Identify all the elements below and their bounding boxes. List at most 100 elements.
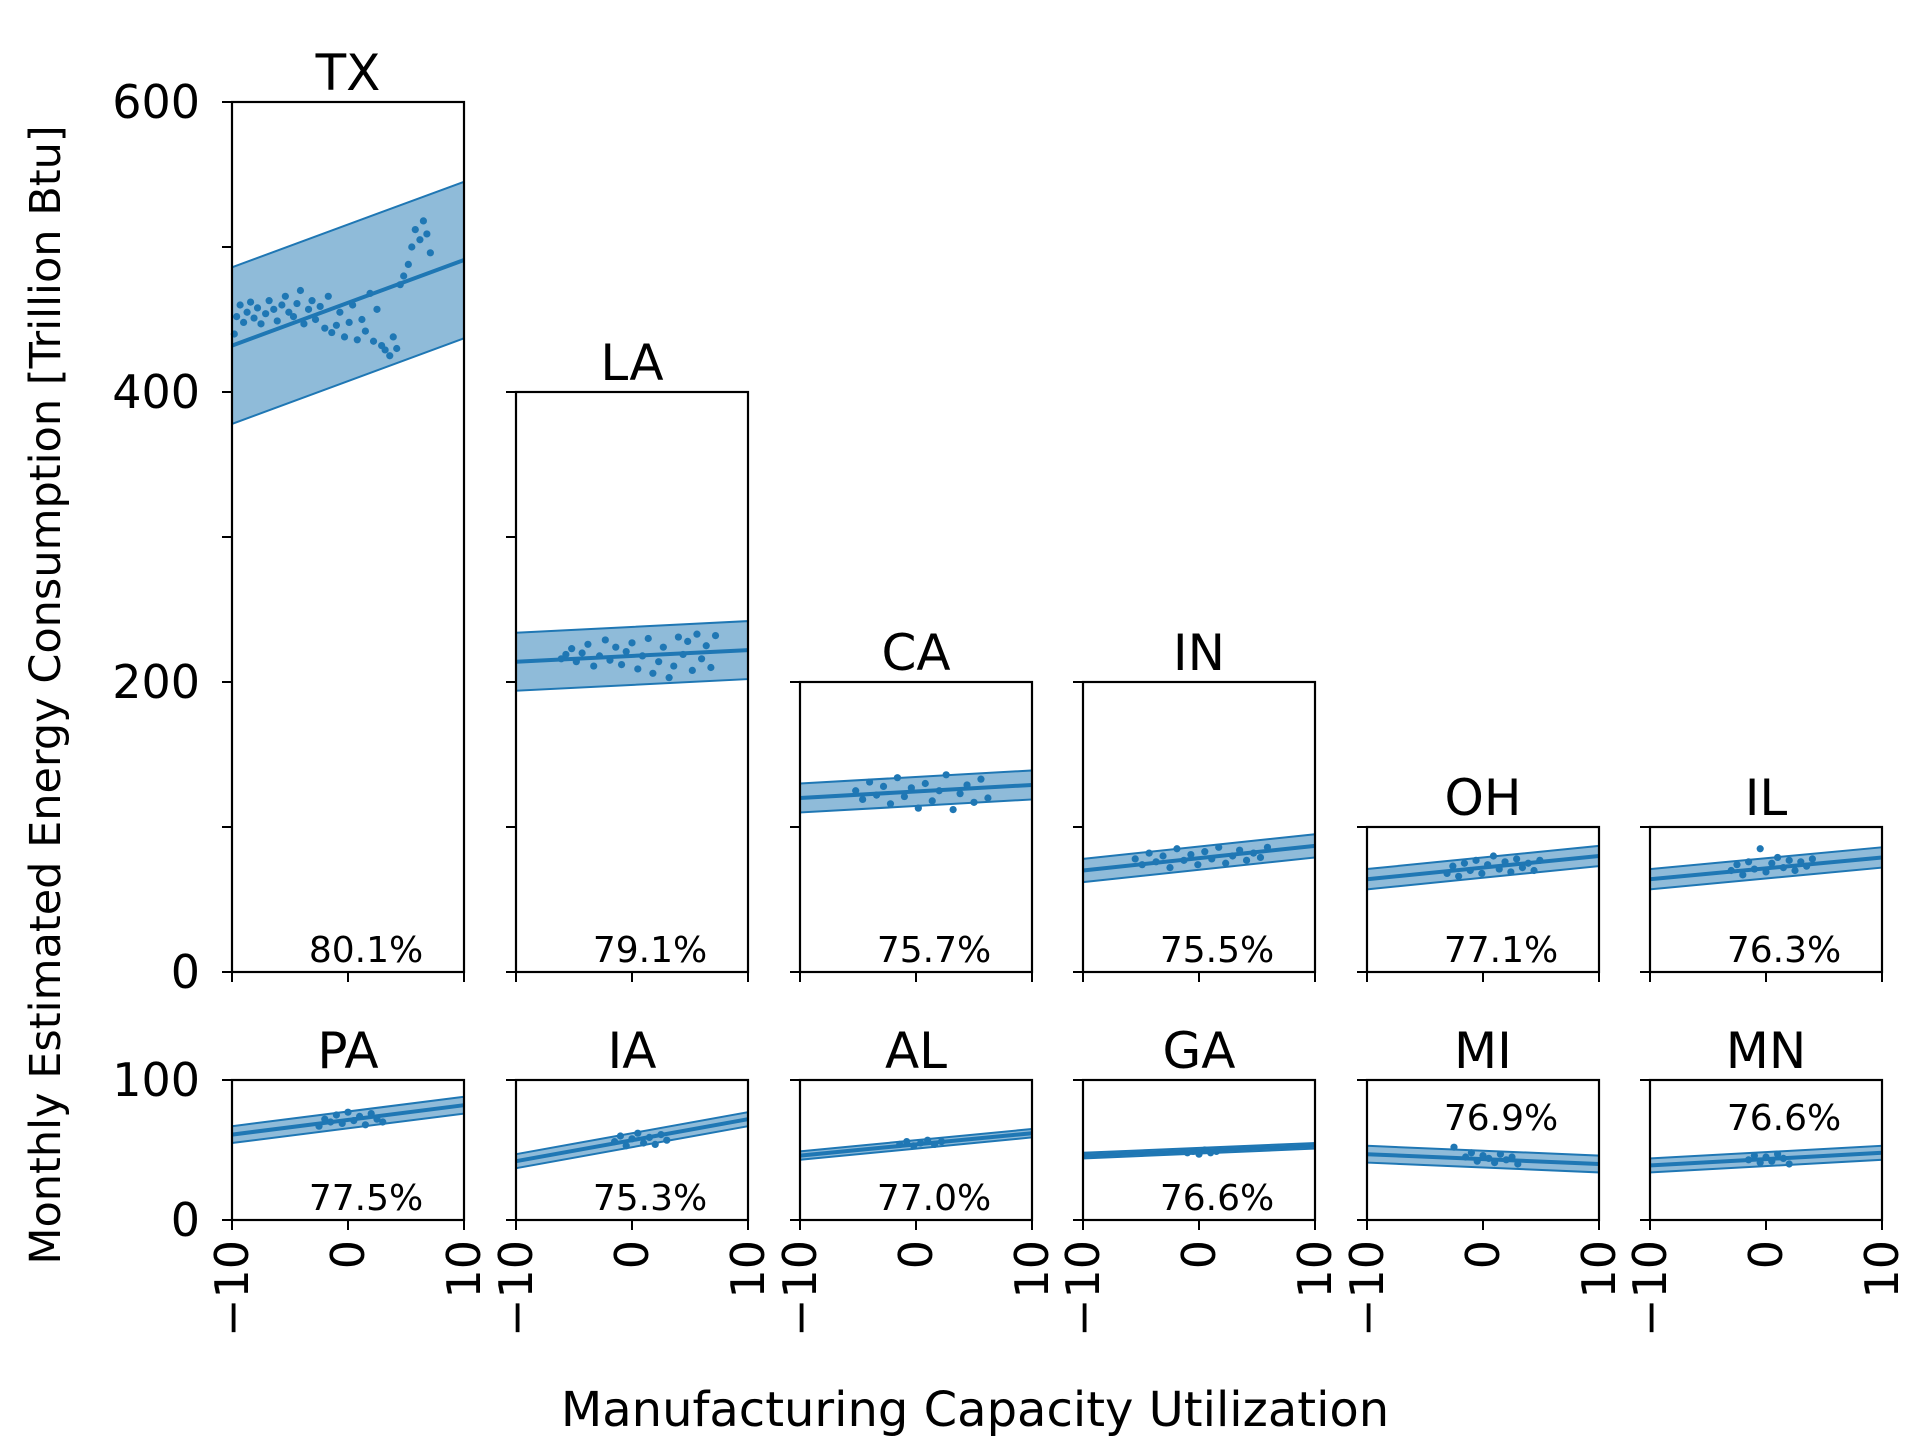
- data-point: [345, 318, 353, 326]
- data-point: [304, 305, 313, 313]
- panel-ia: IA 75.3% −10 0 10: [489, 1022, 775, 1337]
- data-point: [1131, 855, 1139, 863]
- data-point: [1536, 856, 1544, 864]
- x-tick-label: 0: [605, 1240, 659, 1269]
- data-point: [373, 1115, 381, 1123]
- data-point: [1159, 852, 1167, 860]
- data-point: [1508, 1153, 1516, 1161]
- data-point: [1466, 866, 1474, 875]
- data-point: [910, 1142, 918, 1150]
- panel-pa: PA 77.5% −10 0 10: [205, 1022, 491, 1337]
- data-point: [578, 649, 586, 657]
- data-point: [1774, 853, 1782, 862]
- data-point: [698, 655, 706, 663]
- data-point: [419, 217, 427, 225]
- panel-mean-label: 77.0%: [877, 1178, 991, 1219]
- data-point: [1249, 849, 1258, 857]
- data-point: [1803, 862, 1811, 870]
- data-point: [328, 328, 336, 337]
- data-point: [657, 1131, 665, 1139]
- data-point: [281, 292, 289, 300]
- panels-layer: TX 80.1% LA 79.1% CA 75.7% IN 75.5% OH 77.1% IL 76.…: [205, 44, 1909, 1337]
- data-point: [1507, 868, 1515, 876]
- data-point: [1478, 869, 1486, 878]
- data-point: [336, 308, 344, 316]
- data-point: [584, 640, 592, 648]
- data-point: [1774, 1150, 1782, 1158]
- data-point: [367, 1110, 375, 1118]
- data-point: [353, 336, 361, 344]
- data-point: [917, 1139, 925, 1147]
- x-tick-label: −10: [773, 1240, 827, 1337]
- data-point: [240, 318, 248, 326]
- data-point: [416, 236, 424, 244]
- data-point: [963, 781, 971, 789]
- data-point: [321, 1115, 329, 1123]
- x-tick-label: 10: [721, 1240, 775, 1299]
- panel-title: CA: [881, 624, 950, 682]
- data-point: [253, 304, 262, 312]
- x-axis-label: Manufacturing Capacity Utilization: [561, 1382, 1389, 1438]
- panel-mean-label: 76.3%: [1727, 930, 1841, 971]
- data-point: [859, 795, 867, 804]
- data-point: [366, 289, 374, 297]
- data-point: [984, 794, 992, 802]
- panel-mean-label: 75.3%: [593, 1178, 707, 1219]
- data-point: [1524, 859, 1532, 867]
- data-point: [1518, 864, 1527, 872]
- data-point: [1212, 1147, 1220, 1155]
- panel-in: IN 75.5%: [1073, 624, 1317, 982]
- data-point: [914, 804, 922, 812]
- data-point: [1750, 1152, 1758, 1160]
- data-point: [1808, 855, 1816, 863]
- y-tick-label: 0: [171, 1193, 200, 1247]
- data-point: [872, 791, 881, 799]
- x-tick-label: 0: [889, 1240, 943, 1269]
- data-point: [338, 1119, 346, 1127]
- data-point: [311, 315, 320, 324]
- data-point: [327, 1118, 335, 1126]
- data-point: [1496, 1150, 1504, 1158]
- panel-mean-label: 75.7%: [877, 930, 991, 971]
- data-point: [622, 1142, 630, 1150]
- x-tick-label: 0: [1739, 1240, 1793, 1269]
- data-point: [1242, 856, 1251, 864]
- data-point: [707, 663, 715, 672]
- data-point: [361, 1121, 369, 1129]
- data-point: [852, 787, 860, 795]
- data-point: [1530, 866, 1538, 875]
- data-point: [426, 249, 434, 257]
- panel-title: IN: [1173, 624, 1225, 682]
- data-point: [949, 806, 957, 814]
- panel-mean-label: 75.5%: [1160, 930, 1274, 971]
- data-point: [369, 337, 378, 345]
- y-tick-label: 0: [171, 945, 200, 999]
- regression-line: [799, 782, 1033, 800]
- data-point: [233, 313, 241, 321]
- data-point: [289, 313, 298, 321]
- x-tick-label: −10: [1623, 1240, 1677, 1337]
- data-point: [900, 792, 909, 801]
- data-point: [1489, 852, 1498, 860]
- data-point: [893, 774, 902, 782]
- data-point: [1236, 846, 1244, 854]
- data-point: [278, 301, 286, 309]
- data-point: [1222, 859, 1230, 867]
- data-point: [1215, 843, 1223, 851]
- panel-mean-label: 77.1%: [1444, 930, 1558, 971]
- y-axis: 0 200 400 600 0 100: [112, 75, 200, 1247]
- x-tick-label: −10: [1340, 1240, 1394, 1337]
- data-point: [590, 662, 598, 670]
- data-point: [1467, 1149, 1475, 1157]
- data-point: [866, 778, 874, 786]
- data-point: [628, 1135, 636, 1143]
- panel-la: LA 79.1%: [506, 334, 750, 982]
- data-point: [1450, 1143, 1458, 1151]
- panel-tx: TX 80.1%: [222, 44, 466, 982]
- data-point: [293, 299, 301, 308]
- data-point: [1189, 1147, 1197, 1155]
- data-point: [1785, 856, 1793, 864]
- data-point: [688, 666, 696, 675]
- data-point: [655, 658, 663, 666]
- x-tick-label: 10: [1005, 1240, 1059, 1299]
